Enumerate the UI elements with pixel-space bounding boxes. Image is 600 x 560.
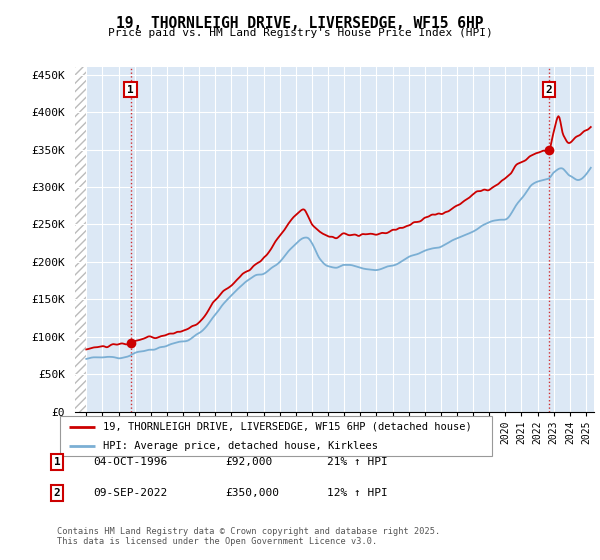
Text: 2: 2: [53, 488, 61, 498]
FancyBboxPatch shape: [60, 416, 492, 456]
Text: 19, THORNLEIGH DRIVE, LIVERSEDGE, WF15 6HP (detached house): 19, THORNLEIGH DRIVE, LIVERSEDGE, WF15 6…: [103, 422, 472, 432]
Text: 21% ↑ HPI: 21% ↑ HPI: [327, 457, 388, 467]
Text: 12% ↑ HPI: 12% ↑ HPI: [327, 488, 388, 498]
Text: £92,000: £92,000: [225, 457, 272, 467]
Text: Price paid vs. HM Land Registry's House Price Index (HPI): Price paid vs. HM Land Registry's House …: [107, 28, 493, 38]
Text: 1: 1: [53, 457, 61, 467]
Text: £350,000: £350,000: [225, 488, 279, 498]
Text: 09-SEP-2022: 09-SEP-2022: [93, 488, 167, 498]
Text: 19, THORNLEIGH DRIVE, LIVERSEDGE, WF15 6HP: 19, THORNLEIGH DRIVE, LIVERSEDGE, WF15 6…: [116, 16, 484, 31]
Text: 2: 2: [545, 85, 552, 95]
Text: 04-OCT-1996: 04-OCT-1996: [93, 457, 167, 467]
Text: Contains HM Land Registry data © Crown copyright and database right 2025.
This d: Contains HM Land Registry data © Crown c…: [57, 526, 440, 546]
Text: HPI: Average price, detached house, Kirklees: HPI: Average price, detached house, Kirk…: [103, 441, 378, 450]
Text: 1: 1: [127, 85, 134, 95]
